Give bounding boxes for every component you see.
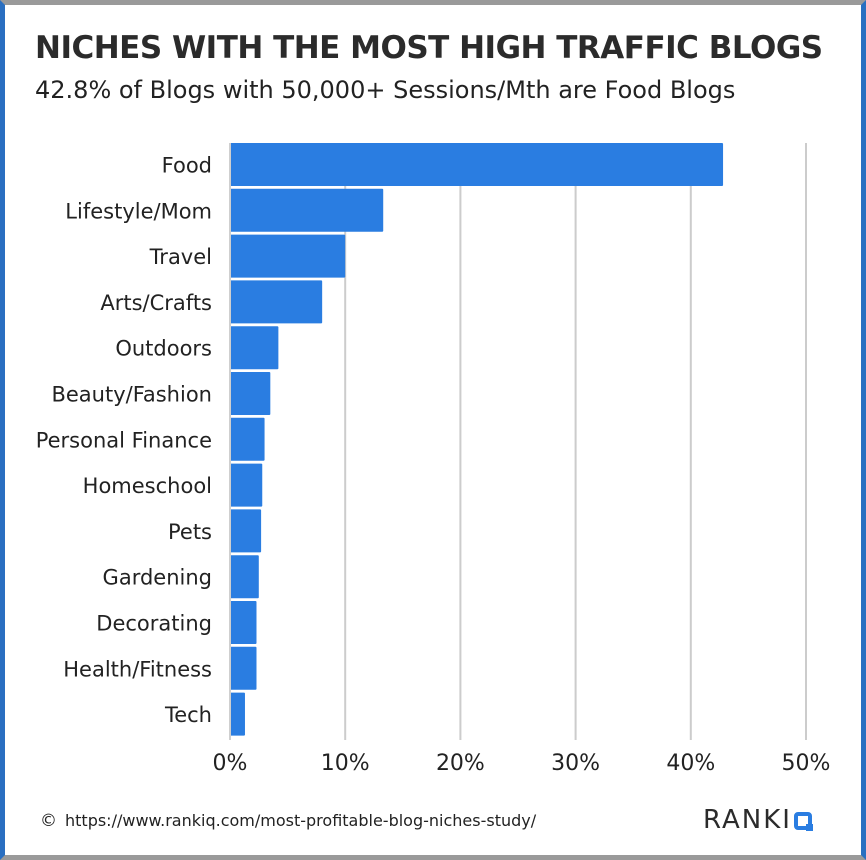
- rankiq-logo-text: RANKI: [703, 805, 792, 835]
- category-label: Food: [162, 154, 212, 178]
- source-footer: © https://www.rankiq.com/most-profitable-…: [40, 811, 536, 831]
- x-tick-label: 10%: [321, 751, 370, 776]
- bar: [230, 646, 257, 690]
- category-label: Beauty/Fashion: [51, 383, 212, 407]
- x-tick-label: 40%: [666, 751, 715, 776]
- bar: [230, 509, 262, 553]
- rankiq-logo: RANKI: [703, 805, 813, 835]
- bar: [230, 188, 384, 232]
- x-tick-label: 30%: [551, 751, 600, 776]
- bar: [230, 372, 271, 415]
- x-tick-label: 20%: [436, 751, 485, 776]
- category-label: Outdoors: [115, 337, 212, 361]
- category-label: Travel: [149, 245, 212, 269]
- bar: [230, 234, 346, 278]
- category-label: Homeschool: [83, 474, 212, 498]
- category-label: Health/Fitness: [63, 657, 212, 681]
- copyright-icon: ©: [40, 811, 57, 831]
- source-url: https://www.rankiq.com/most-profitable-b…: [65, 811, 537, 830]
- category-label: Gardening: [103, 566, 212, 590]
- category-label: Pets: [168, 520, 212, 544]
- category-label: Decorating: [96, 612, 212, 636]
- bar: [230, 601, 257, 644]
- bar: [230, 417, 265, 461]
- category-label: Lifestyle/Mom: [65, 199, 212, 223]
- chart-title: NICHES WITH THE MOST HIGH TRAFFIC BLOGS: [35, 30, 823, 66]
- bar: [230, 326, 279, 370]
- category-label: Personal Finance: [36, 428, 212, 452]
- category-label: Tech: [164, 703, 212, 727]
- bar: [230, 143, 724, 186]
- bar: [230, 280, 323, 324]
- chart-subtitle: 42.8% of Blogs with 50,000+ Sessions/Mth…: [35, 76, 736, 104]
- rankiq-q-icon: [793, 812, 813, 831]
- bar: [230, 692, 245, 736]
- bar: [230, 555, 259, 599]
- category-label: Arts/Crafts: [100, 291, 212, 315]
- bar: [230, 463, 263, 507]
- x-tick-label: 0%: [213, 751, 248, 776]
- x-tick-label: 50%: [782, 751, 831, 776]
